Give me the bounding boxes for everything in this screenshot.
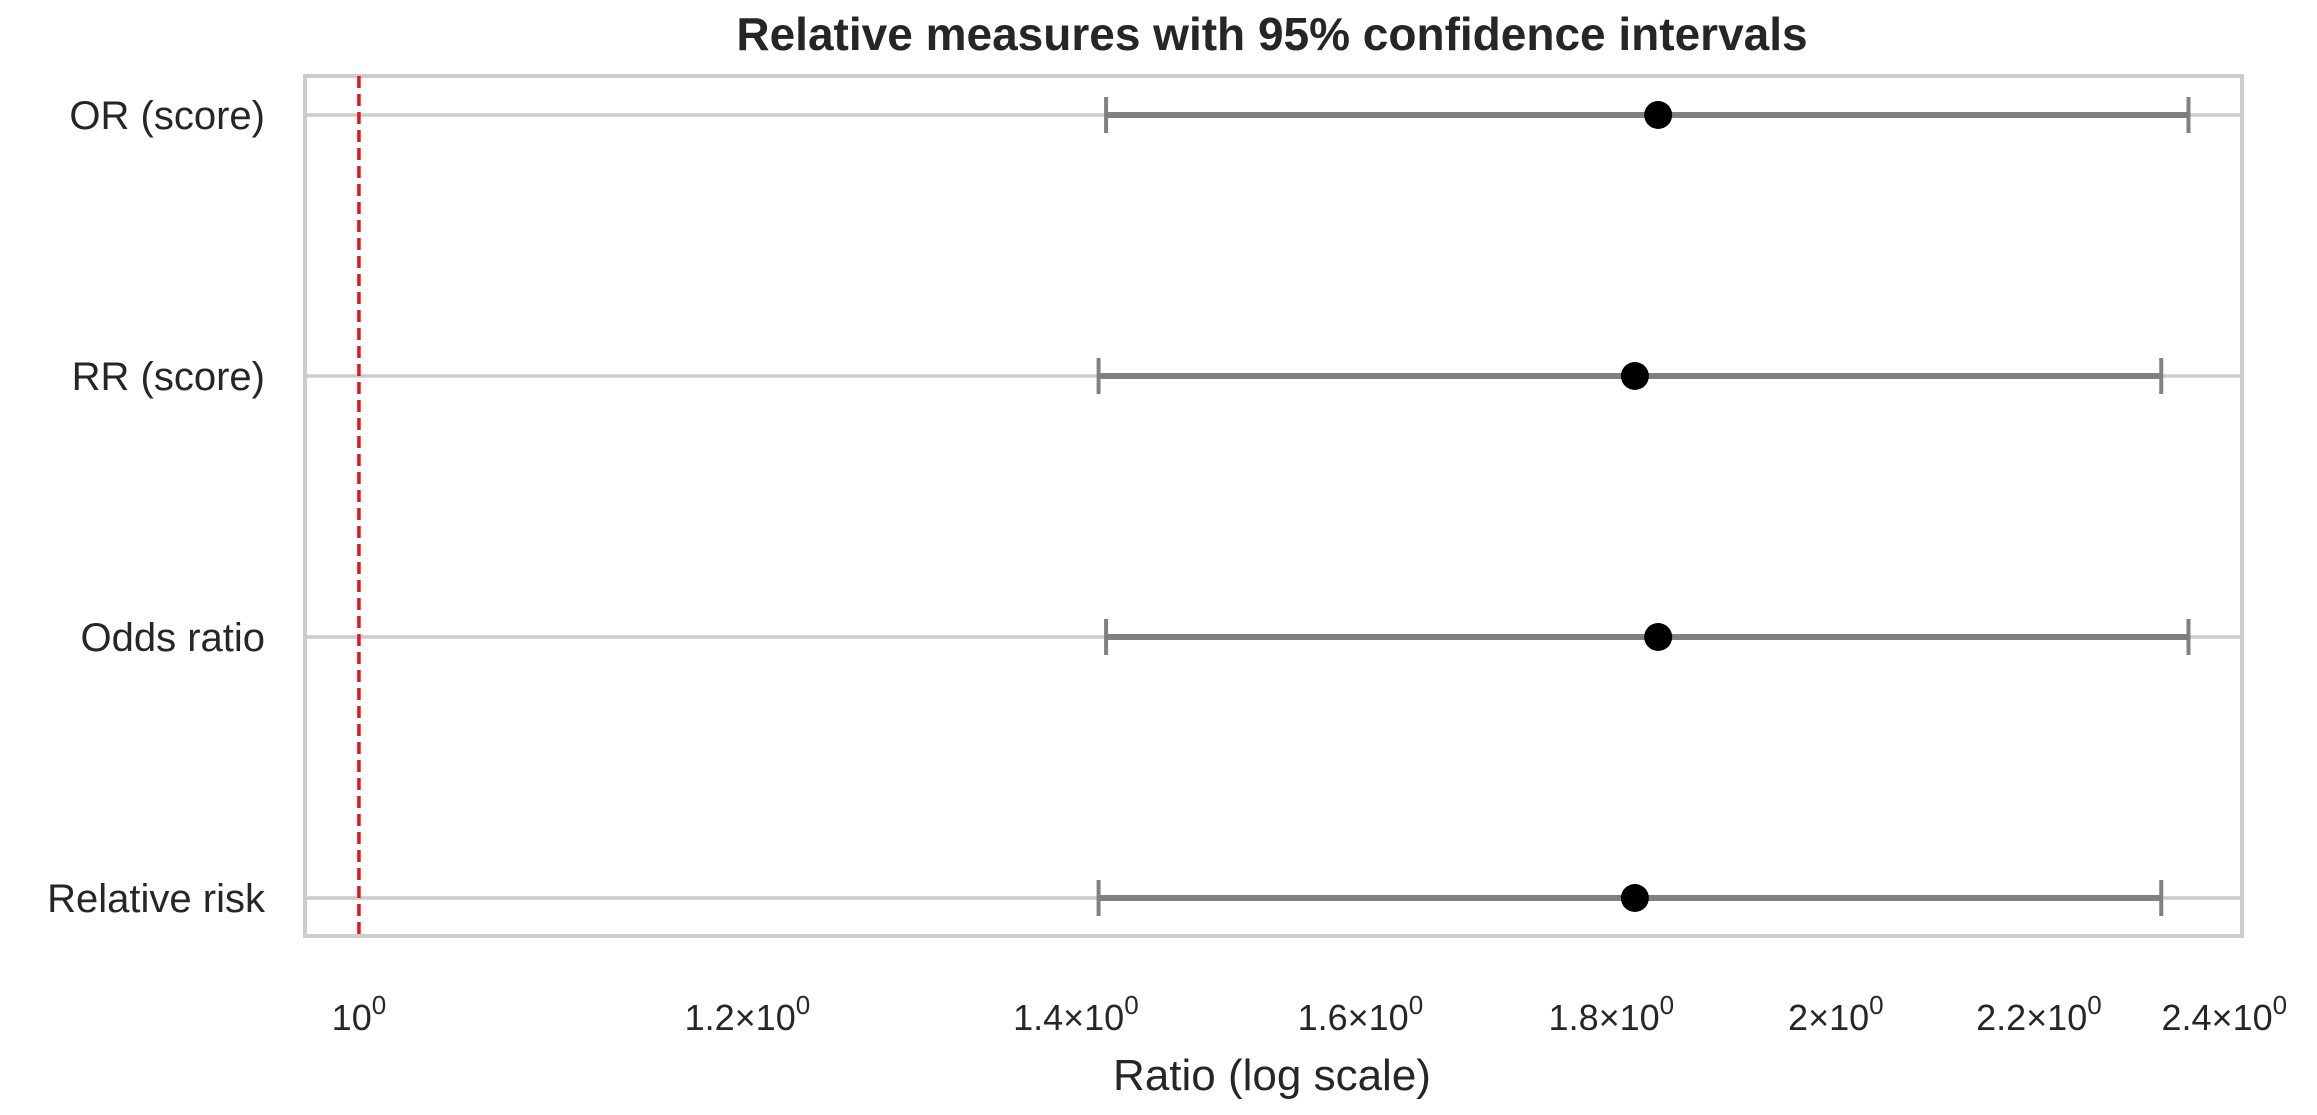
x-tick-label: 100 xyxy=(332,990,387,1038)
x-tick-label: 2.4×100 xyxy=(2162,990,2288,1038)
y-tick-label: Odds ratio xyxy=(80,616,265,660)
y-tick-label: OR (score) xyxy=(69,94,265,138)
x-axis-ticks: 100 1.2×100 1.4×100 1.6×100 1.8×100 2×100 2.2×… xyxy=(332,990,2287,1038)
point-estimate xyxy=(1644,101,1673,129)
confidence-intervals xyxy=(1096,97,2191,916)
point-estimate xyxy=(1620,884,1649,912)
x-axis-label: Ratio (log scale) xyxy=(1113,1051,1431,1100)
point-estimates xyxy=(1620,101,1673,912)
plot-area xyxy=(303,74,2244,938)
chart-title: Relative measures with 95% confidence in… xyxy=(736,8,1807,60)
x-tick-label: 1.8×100 xyxy=(1549,990,1675,1038)
point-estimate xyxy=(1620,362,1649,390)
gridlines xyxy=(305,113,2242,900)
x-tick-label: 1.6×100 xyxy=(1298,990,1424,1038)
y-tick-label: Relative risk xyxy=(47,877,266,921)
x-tick-label: 2.2×100 xyxy=(1976,990,2102,1038)
x-tick-label: 2×100 xyxy=(1788,990,1884,1038)
point-estimate xyxy=(1644,623,1673,651)
x-tick-label: 1.4×100 xyxy=(1013,990,1139,1038)
x-tick-label: 1.2×100 xyxy=(685,990,811,1038)
y-tick-label: RR (score) xyxy=(72,355,265,399)
y-axis-labels: OR (score) RR (score) Odds ratio Relative r… xyxy=(47,94,266,921)
